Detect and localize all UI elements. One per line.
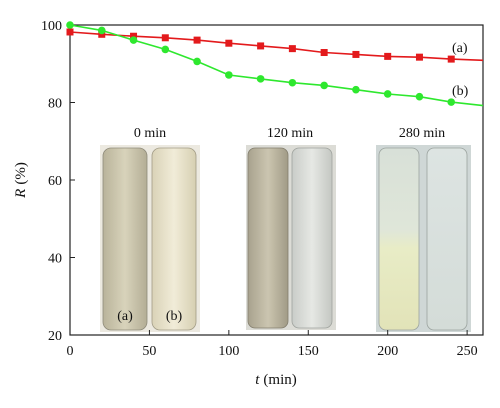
series-0-point-6	[257, 42, 265, 50]
tube-label-b: (b)	[166, 309, 183, 324]
series-0-point-3	[161, 34, 169, 42]
inset-time-label-0min: 0 min	[134, 126, 166, 141]
x-tick-label-100: 100	[218, 344, 239, 359]
inset-photo-280min: 280 min	[376, 126, 471, 332]
x-axis-variable: t	[255, 372, 260, 388]
series-0-point-7	[288, 45, 296, 53]
y-axis-unit: (%)	[13, 162, 29, 185]
y-tick-label-40: 40	[48, 252, 62, 267]
series-0-point-12	[447, 55, 455, 63]
y-axis-variable: R	[13, 189, 29, 199]
inset-photo-0min: 0 min (a) (b)	[100, 126, 200, 332]
x-axis: 0 50 100 150 200 250	[67, 330, 478, 359]
inset-time-label-120min: 120 min	[267, 126, 313, 141]
series-1-point-12	[447, 98, 456, 106]
tube-120min-a	[247, 147, 289, 329]
series-0-point-4	[193, 36, 201, 44]
tube-0min-a	[102, 147, 148, 331]
x-tick-label-50: 50	[142, 344, 156, 359]
series-1-point-1	[97, 26, 106, 35]
series-1-point-8	[320, 81, 328, 90]
series-0-point-9	[352, 50, 360, 58]
series-1-point-3	[161, 45, 170, 54]
inset-photo-120min: 120 min	[246, 126, 336, 330]
y-tick-label-100: 100	[41, 19, 62, 34]
series-0-point-10	[384, 52, 392, 60]
series-0-point-1	[98, 30, 106, 38]
series-1-point-6	[256, 75, 265, 83]
series-1-point-2	[129, 36, 138, 44]
series-line-1	[69, 24, 484, 107]
x-axis-unit: (min)	[263, 372, 296, 388]
tube-0min-b	[151, 147, 197, 331]
y-tick-label-60: 60	[48, 174, 62, 189]
series-1	[66, 21, 484, 107]
series-label-a: (a)	[452, 41, 468, 56]
series-1-point-10	[383, 90, 392, 98]
series-1-point-4	[193, 57, 201, 66]
x-tick-label-150: 150	[298, 344, 319, 359]
x-tick-label-250: 250	[457, 344, 478, 359]
series-0-point-8	[320, 49, 328, 57]
tube-label-a: (a)	[117, 309, 133, 324]
y-tick-label-20: 20	[48, 329, 62, 344]
series-0-point-0	[66, 28, 74, 36]
x-tick-label-200: 200	[377, 344, 398, 359]
series-line-0	[69, 31, 484, 62]
x-axis-title: t (min)	[255, 372, 297, 388]
series-0-point-2	[130, 32, 138, 40]
series-1-point-7	[288, 78, 297, 87]
series-0-point-5	[225, 39, 233, 47]
series-0-point-11	[415, 53, 423, 61]
tube-280min-b	[426, 147, 468, 331]
y-tick-label-80: 80	[48, 97, 62, 112]
series-1-point-0	[66, 21, 74, 29]
x-tick-label-0: 0	[67, 344, 74, 359]
series-1-point-5	[225, 71, 233, 79]
series-1-point-11	[415, 92, 424, 101]
series-1-point-9	[352, 85, 360, 94]
tube-120min-b	[291, 147, 333, 329]
y-axis: 20 40 60 80 100	[41, 19, 75, 344]
tube-280min-a	[378, 147, 420, 331]
series-0	[66, 28, 484, 63]
series-layer	[66, 21, 484, 107]
y-axis-title: R (%)	[13, 162, 29, 199]
series-label-b: (b)	[452, 84, 469, 99]
inset-time-label-280min: 280 min	[399, 126, 445, 141]
